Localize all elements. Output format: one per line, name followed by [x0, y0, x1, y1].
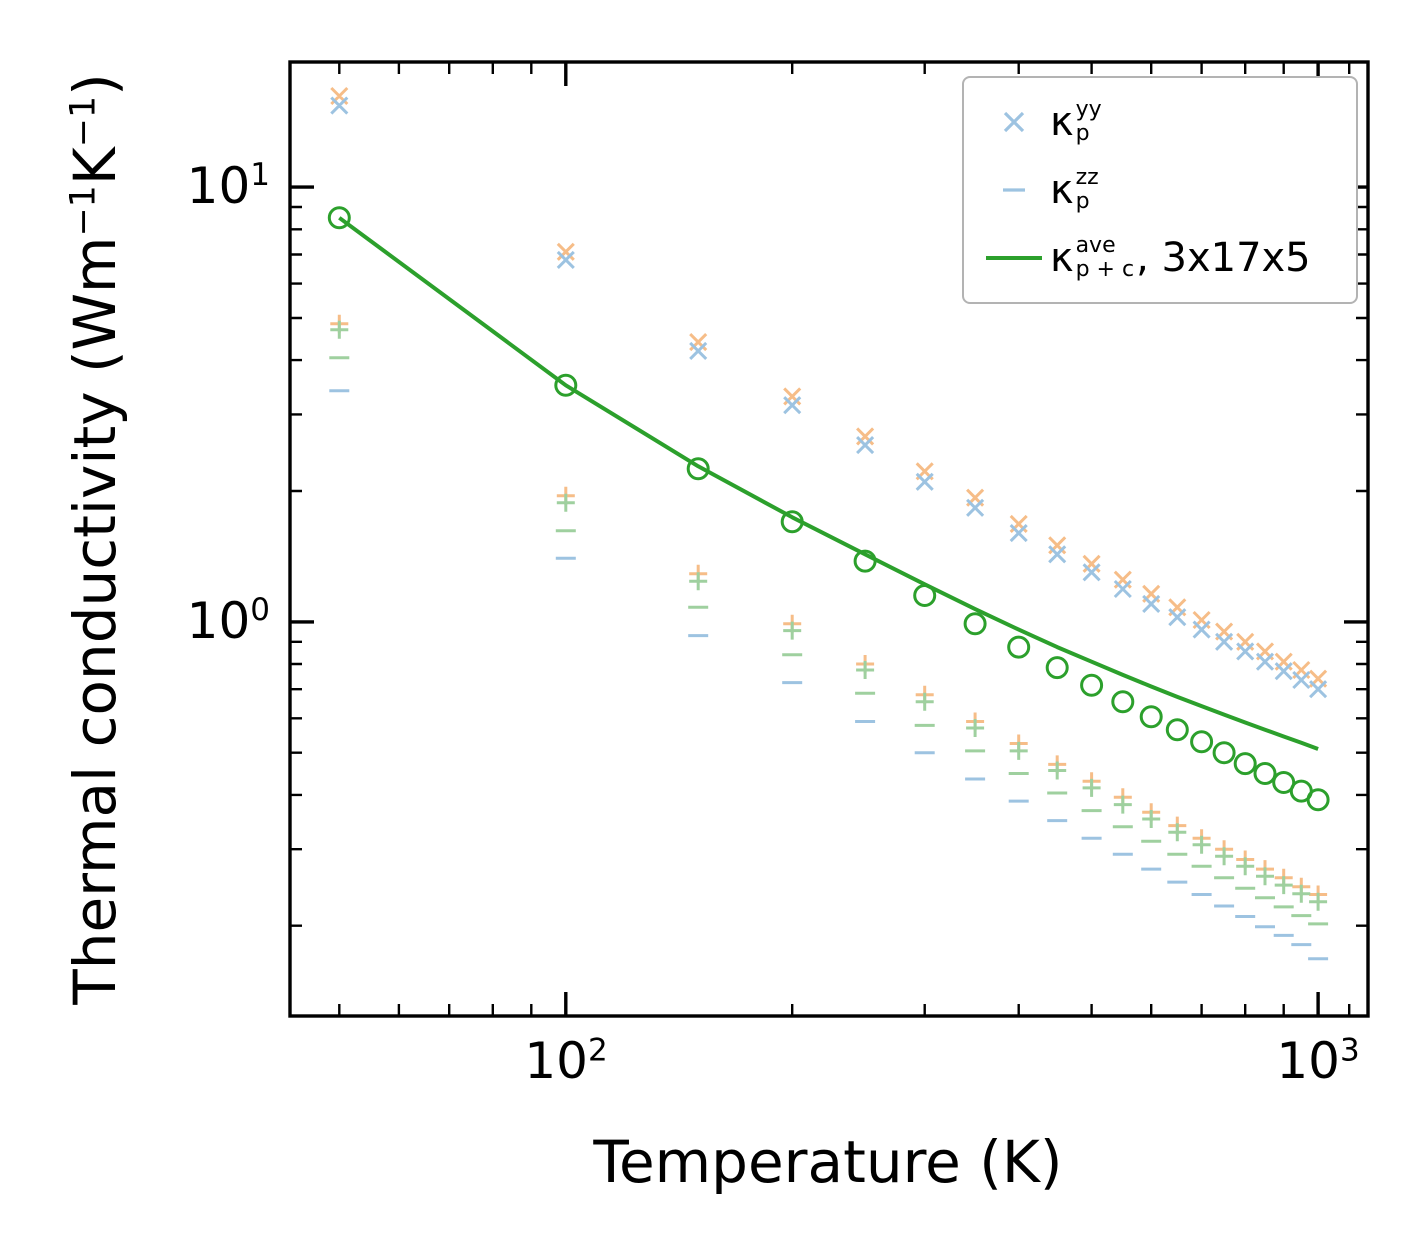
series-kappa-zz-minus-green [329, 356, 1329, 926]
x-marker-icon [1003, 111, 1025, 133]
minus-marker-icon [1003, 188, 1025, 192]
series-kappa-ave-circles [327, 206, 1330, 812]
series-kappa-yy-orange [330, 86, 1328, 688]
legend-item-kappa-ave: κ ave p + c, 3x17x5 [982, 224, 1338, 292]
x-axis-label: Temperature (K) [593, 1128, 1063, 1196]
legend: κ yy p κ zz p κ ave p + c, 3x17x5 [962, 76, 1358, 304]
x-tick-label-100: 102 [524, 1032, 608, 1090]
y-tick-label-1: 100 [186, 591, 270, 650]
axes-frame [288, 60, 1370, 1018]
series-kappa-zz-minus-blue [329, 389, 1329, 961]
x-tick-label-1000: 103 [1276, 1032, 1360, 1090]
series-kappa-ave-line [338, 216, 1319, 751]
legend-label-kappa-ave: κ ave p + c, 3x17x5 [1050, 233, 1311, 282]
legend-label-kappa-zz: κ zz p [1050, 165, 1099, 214]
legend-label-kappa-yy: κ yy p [1050, 97, 1102, 146]
y-axis-label: Thermal conductivity (Wm−1K−1) [61, 73, 129, 1005]
legend-item-kappa-zz: κ zz p [982, 156, 1338, 224]
y-tick-label-10: 101 [186, 156, 270, 215]
series-kappa-zz-plus-green [330, 320, 1328, 911]
legend-item-kappa-yy: κ yy p [982, 88, 1338, 156]
series-kappa-yy-blue [330, 96, 1328, 699]
line-marker-icon [986, 256, 1042, 260]
